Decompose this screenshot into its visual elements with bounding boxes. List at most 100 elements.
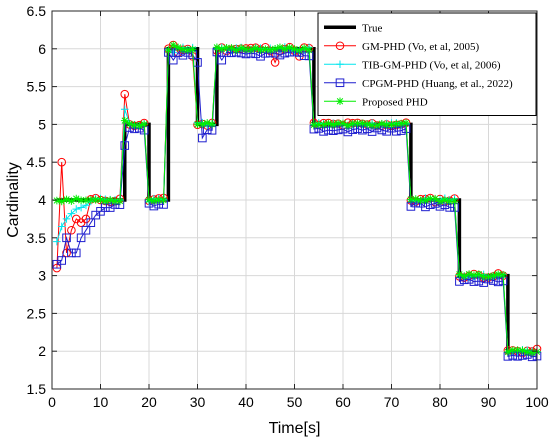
proposed-point	[82, 196, 90, 205]
x-tick-label: 40	[238, 394, 254, 410]
proposed-point	[77, 196, 85, 205]
proposed-point	[154, 196, 163, 204]
proposed-point	[319, 120, 328, 129]
proposed-point	[508, 346, 517, 354]
proposed-point	[416, 196, 425, 205]
series-proposed	[53, 41, 541, 357]
proposed-point	[227, 44, 236, 52]
x-tick-label: 70	[384, 394, 400, 410]
proposed-point	[392, 120, 401, 128]
proposed-point	[91, 196, 100, 204]
proposed-point	[266, 46, 275, 54]
proposed-point	[179, 45, 187, 54]
legend-label: Proposed PHD	[362, 96, 428, 108]
y-tick-label: 5	[38, 116, 46, 132]
proposed-point	[426, 195, 435, 203]
gm-phd-point	[270, 58, 280, 67]
proposed-point	[101, 197, 110, 205]
proposed-point	[53, 196, 61, 205]
proposed-point	[528, 348, 536, 357]
proposed-point	[198, 120, 207, 129]
legend-swatch-marker	[335, 78, 345, 88]
proposed-point	[295, 46, 304, 55]
x-tick-label: 80	[432, 394, 448, 410]
legend-label: True	[362, 22, 382, 34]
y-axis-label: Cardinality	[5, 162, 22, 238]
y-tick-label: 4	[38, 192, 46, 208]
proposed-point	[431, 194, 439, 203]
y-tick-label: 3	[38, 268, 46, 284]
legend-label: TIB-GM-PHD (Vo, et al, 2006)	[362, 59, 501, 71]
x-tick-label: 60	[335, 394, 351, 410]
cpgm-phd-point	[62, 233, 71, 243]
true-line	[56, 47, 537, 353]
proposed-point	[222, 43, 231, 52]
tib-gm-phd-point	[120, 105, 129, 114]
legend-item-true: True	[324, 22, 382, 34]
y-tick-label: 6.5	[27, 3, 47, 19]
gm-phd-point	[120, 89, 130, 99]
proposed-point	[300, 44, 308, 52]
x-tick-label: 0	[48, 394, 56, 410]
proposed-point	[208, 120, 216, 128]
proposed-point	[334, 119, 342, 128]
cpgm-phd-point	[86, 218, 96, 227]
tib-gm-phd-point	[53, 237, 61, 246]
proposed-point	[314, 120, 323, 129]
proposed-point	[460, 272, 469, 280]
y-tick-label: 2	[38, 343, 46, 359]
proposed-point	[242, 45, 250, 54]
x-tick-label: 10	[93, 394, 109, 410]
y-tick-label: 3.5	[27, 230, 47, 246]
proposed-point	[188, 45, 197, 54]
proposed-point	[489, 271, 498, 280]
y-tick-label: 2.5	[27, 305, 47, 321]
proposed-point	[407, 195, 415, 204]
proposed-point	[411, 195, 420, 203]
proposed-point	[387, 120, 396, 129]
proposed-point	[261, 45, 270, 53]
proposed-point	[106, 196, 114, 204]
proposed-point	[125, 120, 134, 128]
proposed-point	[140, 120, 148, 129]
proposed-point	[421, 196, 430, 205]
proposed-point	[475, 270, 483, 279]
proposed-point	[344, 121, 352, 130]
legend: True GM-PHD (Vo, et al, 2005) TIB-GM-PHD (…	[317, 12, 537, 116]
proposed-point	[329, 120, 338, 129]
proposed-point	[484, 272, 493, 281]
proposed-point	[169, 41, 178, 49]
series-true	[56, 47, 537, 353]
proposed-point	[164, 46, 173, 54]
y-tick-label: 1.5	[27, 381, 47, 397]
gm-phd-point	[67, 225, 76, 235]
legend-item-gm-phd: GM-PHD (Vo, et al, 2005)	[324, 41, 479, 53]
cpgm-phd-point	[81, 225, 91, 235]
proposed-point	[96, 195, 105, 204]
proposed-point	[518, 346, 527, 355]
proposed-point	[397, 119, 405, 128]
proposed-point	[450, 197, 459, 206]
proposed-point	[150, 197, 158, 205]
proposed-point	[494, 270, 502, 279]
proposed-point	[271, 45, 279, 53]
cpgm-phd-point	[493, 277, 503, 287]
cpgm-phd-point	[275, 50, 285, 60]
proposed-point	[479, 272, 488, 281]
proposed-point	[465, 270, 473, 278]
y-tick-label: 6	[38, 41, 46, 57]
cpgm-phd-point	[168, 55, 178, 65]
proposed-point	[382, 120, 391, 129]
proposed-point	[256, 46, 265, 54]
proposed-point	[87, 196, 95, 204]
ticks: 0 10 20 30 40 50 60 70 80 90 100 1.5 2 2.5 3 3.5 4 4.5 5 5.…	[27, 3, 549, 410]
cpgm-phd-point	[217, 55, 227, 65]
cpgm-phd-point	[67, 248, 76, 258]
proposed-point	[213, 43, 221, 52]
proposed-point	[217, 45, 226, 53]
cpgm-phd-point	[76, 233, 86, 243]
legend-label: CPGM-PHD (Huang, et al., 2022)	[362, 78, 513, 90]
proposed-point	[251, 44, 260, 53]
x-tick-label: 100	[525, 394, 549, 410]
